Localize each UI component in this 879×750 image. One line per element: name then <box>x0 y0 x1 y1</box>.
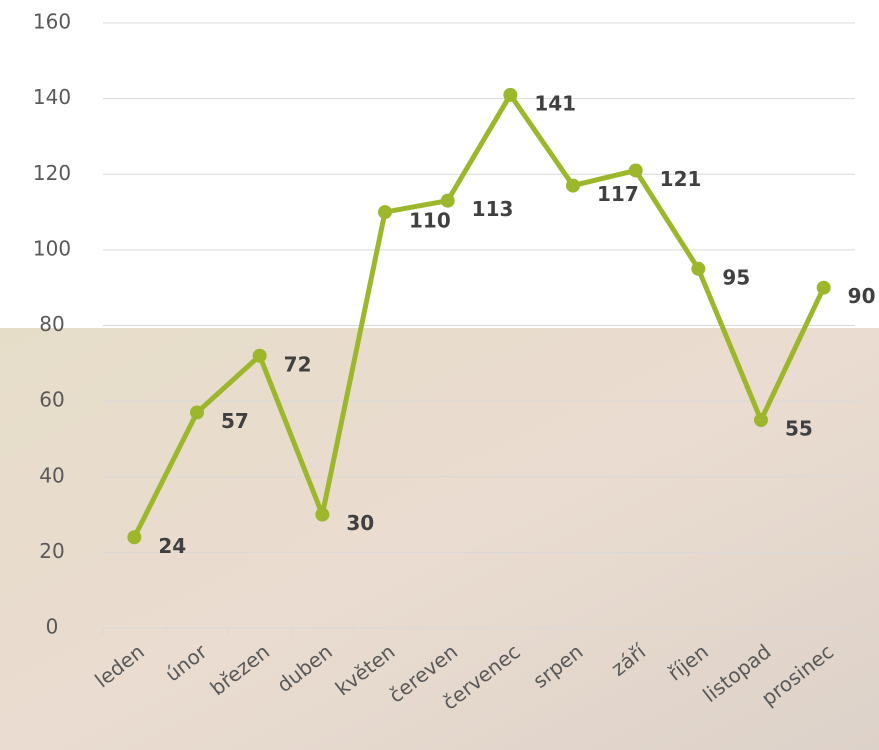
y-tick-label: 100 <box>33 236 71 260</box>
y-tick-label: 20 <box>39 539 64 563</box>
point <box>629 163 643 177</box>
point <box>691 262 705 276</box>
value-label: 141 <box>534 91 576 115</box>
point <box>566 179 580 193</box>
point <box>441 194 455 208</box>
y-tick-label: 40 <box>39 463 64 487</box>
point <box>817 281 831 295</box>
chart: 020406080100120140160ledenúnorbřezendube… <box>0 0 879 750</box>
value-label: 55 <box>785 417 813 441</box>
value-label: 110 <box>409 209 451 233</box>
y-tick-label: 160 <box>33 10 71 34</box>
point <box>315 508 329 522</box>
value-label: 72 <box>284 352 312 376</box>
value-label: 117 <box>597 182 639 206</box>
point <box>253 349 267 363</box>
value-label: 24 <box>158 534 186 558</box>
value-label: 95 <box>722 265 750 289</box>
point <box>190 405 204 419</box>
value-label: 113 <box>472 197 514 221</box>
point <box>754 413 768 427</box>
value-label: 90 <box>848 284 876 308</box>
point <box>378 205 392 219</box>
y-tick-label: 0 <box>46 615 59 639</box>
y-tick-label: 140 <box>33 85 71 109</box>
y-tick-label: 60 <box>39 388 64 412</box>
value-label: 121 <box>660 167 702 191</box>
value-label: 30 <box>346 511 374 535</box>
y-tick-label: 80 <box>39 312 64 336</box>
value-label: 57 <box>221 409 249 433</box>
point <box>503 88 517 102</box>
point <box>127 530 141 544</box>
y-tick-label: 120 <box>33 161 71 185</box>
